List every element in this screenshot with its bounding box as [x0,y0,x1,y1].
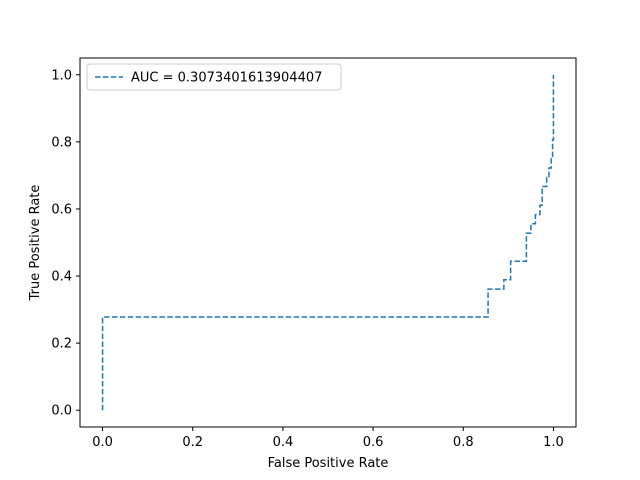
y-tick-label: 1.0 [51,68,72,83]
y-tick-label: 0.4 [51,270,72,285]
legend: AUC = 0.3073401613904407 [86,63,342,91]
y-axis-ticks: 0.0 0.2 0.4 0.6 0.8 1.0 [51,68,80,419]
x-tick-label: 0.0 [92,435,113,450]
legend-label: AUC = 0.3073401613904407 [131,71,322,86]
y-tick-label: 0.2 [51,337,72,352]
y-axis-label: True Positive Rate [28,185,43,302]
x-tick-label: 1.0 [543,435,564,450]
legend-box [86,63,342,91]
y-tick-label: 0.0 [51,404,72,419]
x-axis-ticks: 0.0 0.2 0.4 0.6 0.8 1.0 [92,427,564,450]
x-tick-label: 0.2 [182,435,203,450]
roc-curve-series-0 [101,74,555,411]
y-tick-label: 0.6 [51,202,72,217]
x-axis-label: False Positive Rate [268,456,389,471]
x-tick-label: 0.6 [363,435,384,450]
x-tick-label: 0.8 [453,435,474,450]
series-layer [101,74,555,411]
x-tick-label: 0.4 [273,435,294,450]
y-tick-label: 0.8 [51,135,72,150]
axes-frame [79,57,577,428]
